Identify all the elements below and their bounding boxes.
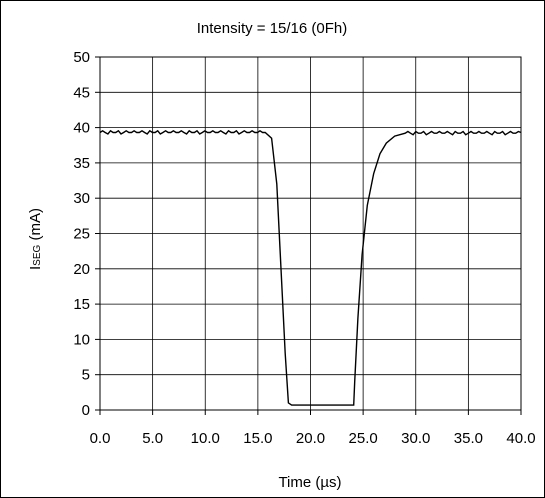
x-tick-label: 40.0: [506, 430, 535, 447]
y-axis-label: ISEG (mA): [27, 208, 44, 270]
chart-title: Intensity = 15/16 (0Fh): [197, 20, 348, 37]
x-tick-label: 10.0: [191, 430, 220, 447]
x-tick-label: 15.0: [243, 430, 272, 447]
y-tick-label: 10: [73, 331, 90, 348]
y-tick-label: 50: [73, 49, 90, 66]
x-tick-label: 20.0: [296, 430, 325, 447]
y-tick-label: 30: [73, 190, 90, 207]
x-tick-label: 30.0: [401, 430, 430, 447]
x-tick-label: 5.0: [142, 430, 163, 447]
x-tick-label: 25.0: [349, 430, 378, 447]
series-line: [99, 129, 522, 406]
y-tick-label: 40: [73, 120, 90, 137]
y-tick-label: 35: [73, 155, 90, 172]
y-tick-label: 5: [82, 367, 90, 384]
y-tick-label: 25: [73, 226, 90, 243]
y-tick-label: 45: [73, 84, 90, 101]
x-axis-label: Time (µs): [278, 474, 341, 491]
y-tick-label: 20: [73, 261, 90, 278]
y-tick-label: 15: [73, 296, 90, 313]
y-tick-label: 0: [82, 402, 90, 419]
x-tick-label: 0.0: [90, 430, 111, 447]
x-tick-label: 35.0: [454, 430, 483, 447]
